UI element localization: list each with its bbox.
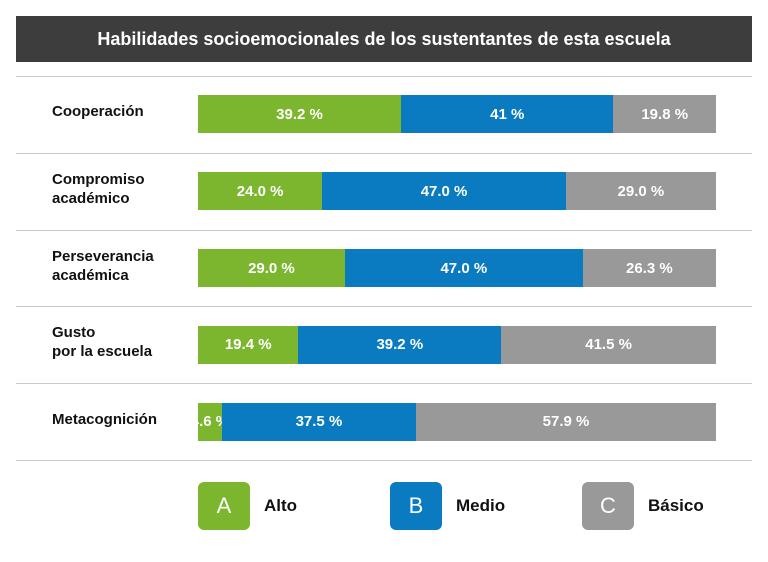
legend-swatch: B — [390, 482, 442, 530]
data-label: 29.0 % — [248, 259, 295, 277]
bar-segment-medio: 37.5 % — [221, 402, 417, 441]
row-divider — [16, 229, 752, 231]
bar-segment-medio: 47.0 % — [322, 172, 566, 211]
bar-segment-basico: 41.5 % — [501, 325, 716, 364]
bar-segment-alto: 24.0 % — [198, 172, 323, 211]
data-label: 41.5 % — [585, 336, 632, 354]
legend-item: B Medio — [390, 482, 505, 530]
bar-segment-alto: 19.4 % — [198, 325, 299, 364]
row-divider — [16, 383, 752, 385]
category-label-line: Gusto — [52, 324, 96, 342]
category-label-line: Cooperación — [52, 103, 144, 121]
legend-item: C Básico — [582, 482, 704, 530]
category-label-line: Compromiso — [52, 170, 145, 188]
row-divider — [16, 152, 752, 154]
row-divider — [16, 306, 752, 308]
category-label-line: Perseverancia — [52, 247, 154, 265]
category-label-line: académica — [52, 266, 129, 284]
data-label: 47.0 % — [420, 182, 468, 200]
data-label: 39.2 % — [376, 336, 424, 354]
row-divider — [16, 76, 752, 77]
data-label: 26.3 % — [626, 259, 673, 277]
category-label-line: Metacognición — [52, 410, 158, 428]
bar-row: 19.4 % 39.2 % 41.5 % — [198, 325, 716, 364]
data-label: 47.0 % — [440, 259, 488, 277]
category-label: Metacognición — [52, 410, 192, 429]
data-label: 29.0 % — [617, 182, 665, 200]
category-label-line: académico — [52, 189, 130, 207]
bar-segment-basico: 29.0 % — [565, 172, 716, 211]
data-label: 19.4 % — [224, 336, 272, 354]
data-label: 24.0 % — [236, 182, 284, 200]
category-label: Gusto por la escuela — [52, 323, 192, 361]
bar-segment-medio: 41 % — [401, 95, 614, 134]
category-label: Compromiso académico — [52, 170, 192, 208]
category-label: Cooperación — [52, 102, 192, 121]
data-label: 41 % — [490, 105, 525, 123]
legend-label: Alto — [264, 496, 298, 515]
category-label: Perseverancia académica — [52, 247, 192, 285]
bar-segment-alto: 4.6 % — [198, 402, 222, 441]
row-divider — [16, 460, 752, 461]
bar-segment-medio: 47.0 % — [344, 249, 583, 287]
bar-segment-basico: 26.3 % — [582, 249, 716, 287]
data-label: 57.9 % — [542, 413, 590, 431]
data-label: 37.5 % — [295, 413, 343, 431]
bar-segment-alto: 29.0 % — [198, 249, 345, 287]
bar-row: 39.2 % 41 % 19.8 % — [198, 95, 716, 134]
bar-row: 29.0 % 47.0 % 26.3 % — [198, 249, 716, 287]
bar-segment-medio: 39.2 % — [298, 325, 502, 364]
category-label-line: por la escuela — [52, 343, 153, 361]
data-label: 4.6 % — [198, 413, 222, 431]
data-label: 19.8 % — [641, 105, 689, 123]
legend-label: Básico — [648, 496, 704, 515]
bar-row: 4.6 % 37.5 % 57.9 % — [198, 402, 716, 441]
bar-row: 24.0 % 47.0 % 29.0 % — [198, 172, 716, 211]
bar-segment-basico: 19.8 % — [613, 95, 716, 134]
chart-title: Habilidades socioemocionales de los sust… — [16, 16, 752, 62]
legend-item: A Alto — [198, 482, 297, 530]
bar-segment-alto: 39.2 % — [198, 95, 402, 134]
bar-segment-basico: 57.9 % — [416, 402, 716, 441]
legend-label: Medio — [456, 496, 506, 515]
legend-swatch: A — [198, 482, 250, 530]
data-label: 39.2 % — [276, 105, 323, 123]
legend-swatch: C — [582, 482, 634, 530]
